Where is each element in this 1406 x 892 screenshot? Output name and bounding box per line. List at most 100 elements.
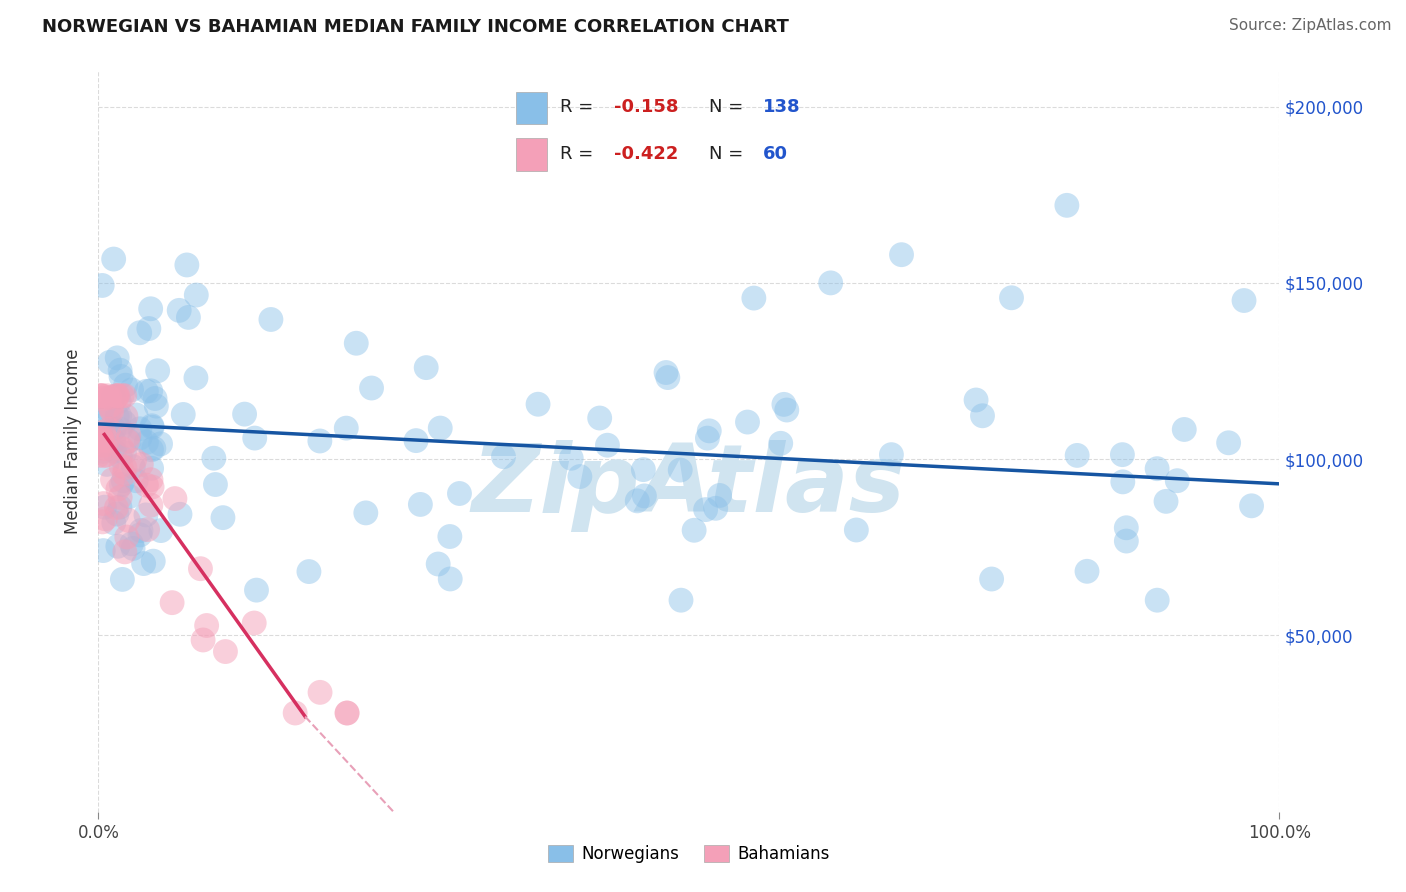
Text: R =: R =	[560, 98, 599, 117]
Point	[115, 409, 138, 424]
Point	[125, 408, 148, 422]
Point	[111, 389, 134, 403]
Point	[742, 291, 765, 305]
Point	[108, 363, 131, 377]
Point	[103, 422, 125, 436]
Text: NORWEGIAN VS BAHAMIAN MEDIAN FAMILY INCOME CORRELATION CHART: NORWEGIAN VS BAHAMIAN MEDIAN FAMILY INCO…	[42, 18, 789, 36]
Point	[172, 408, 194, 422]
Point	[135, 384, 157, 399]
Point	[105, 351, 128, 365]
Point	[1112, 475, 1135, 489]
Point	[108, 394, 131, 409]
Point	[589, 411, 612, 425]
Point	[135, 508, 157, 522]
Point	[212, 510, 235, 524]
Point	[129, 431, 152, 445]
Point	[972, 409, 994, 423]
Point	[100, 402, 122, 417]
Point	[415, 360, 437, 375]
Point	[335, 421, 357, 435]
Point	[91, 515, 114, 529]
Point	[1233, 293, 1256, 308]
Point	[96, 448, 118, 462]
Point	[114, 378, 136, 392]
Point	[135, 478, 157, 492]
Text: 60: 60	[762, 145, 787, 162]
Text: -0.158: -0.158	[614, 98, 679, 117]
Point	[344, 336, 367, 351]
Point	[93, 438, 115, 452]
Point	[103, 434, 125, 448]
Point	[769, 436, 792, 450]
Point	[103, 252, 125, 266]
Point	[439, 529, 461, 543]
Point	[149, 437, 172, 451]
Point	[105, 409, 128, 424]
Point	[114, 545, 136, 559]
Legend: Norwegians, Bahamians: Norwegians, Bahamians	[541, 838, 837, 870]
Point	[105, 507, 128, 521]
Y-axis label: Median Family Income: Median Family Income	[65, 349, 83, 534]
Point	[568, 469, 591, 483]
Point	[108, 409, 131, 423]
Point	[527, 397, 550, 411]
Point	[143, 392, 166, 406]
Point	[1146, 461, 1168, 475]
Point	[105, 500, 128, 515]
Point	[1076, 564, 1098, 578]
Point	[655, 366, 678, 380]
Point	[96, 389, 118, 403]
Point	[139, 301, 162, 316]
Point	[449, 486, 471, 500]
Point	[354, 506, 377, 520]
Point	[195, 618, 218, 632]
Point	[142, 554, 165, 568]
Point	[96, 434, 118, 448]
Point	[1115, 521, 1137, 535]
Text: 138: 138	[762, 98, 800, 117]
Point	[202, 451, 225, 466]
Point	[101, 473, 124, 487]
Point	[118, 490, 141, 504]
Point	[93, 425, 115, 440]
Point	[214, 644, 236, 658]
Point	[128, 422, 150, 436]
Point	[191, 632, 214, 647]
Point	[284, 706, 307, 720]
Point	[163, 491, 186, 506]
Point	[103, 390, 125, 404]
Text: -0.422: -0.422	[614, 145, 679, 162]
Point	[142, 442, 165, 456]
Point	[697, 424, 720, 438]
Point	[245, 583, 267, 598]
Point	[118, 428, 141, 442]
Point	[93, 500, 115, 515]
Point	[669, 463, 692, 477]
Point	[1146, 593, 1168, 607]
Point	[90, 431, 112, 445]
Point	[160, 596, 183, 610]
Point	[309, 685, 332, 699]
Point	[110, 369, 132, 384]
Point	[360, 381, 382, 395]
Point	[890, 248, 912, 262]
Point	[103, 444, 125, 458]
Point	[141, 461, 163, 475]
Point	[260, 312, 283, 326]
Point	[169, 508, 191, 522]
Point	[1240, 499, 1263, 513]
Point	[309, 434, 332, 448]
Point	[112, 474, 135, 488]
Point	[93, 392, 115, 406]
Point	[90, 389, 112, 403]
Point	[683, 523, 706, 537]
Point	[1111, 448, 1133, 462]
Point	[114, 389, 136, 403]
Point	[128, 326, 150, 340]
Point	[110, 450, 132, 464]
Point	[298, 565, 321, 579]
Point	[633, 489, 655, 503]
Point	[108, 491, 131, 505]
Point	[243, 615, 266, 630]
Point	[880, 448, 903, 462]
